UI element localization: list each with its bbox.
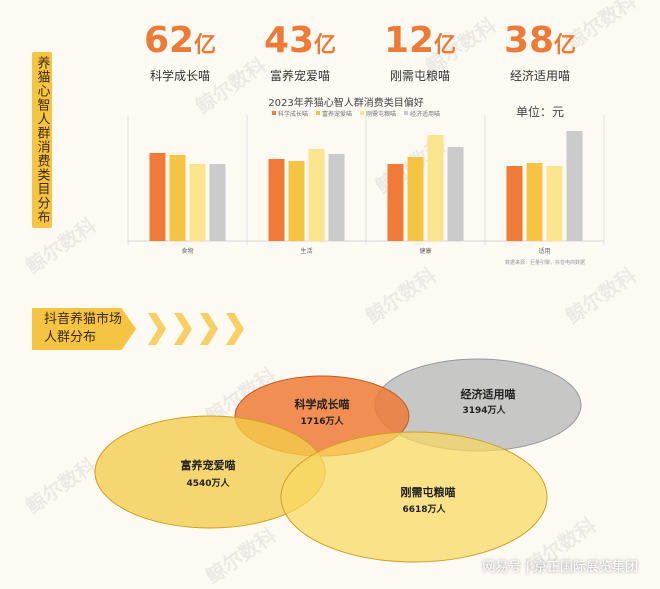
legend-swatch — [360, 111, 364, 115]
chart-x-tick-label: 生活 — [300, 247, 312, 255]
legend-swatch — [272, 111, 276, 115]
footer-credit: 网易号 | 京正国际展览集团 — [482, 560, 638, 575]
chart-bar — [149, 153, 166, 241]
venn-label-gangxu: 刚需屯粮喵 — [401, 485, 456, 499]
legend-label: 经济适用喵 — [410, 110, 440, 118]
chart-title: 2023年养猫心智人群消费类目偏好 — [268, 96, 423, 109]
stat-value-line: 43亿 — [240, 18, 360, 69]
chart-x-tick-label: 适用 — [538, 247, 550, 255]
legend-swatch — [316, 111, 320, 115]
stat-label: 富养宠爱喵 — [269, 69, 330, 83]
venn-value-jingji: 3194万人 — [462, 404, 506, 416]
stat-value-line: 38亿 — [480, 18, 600, 69]
stat-card: 38亿 经济适用喵 — [480, 18, 600, 84]
side-banner-text: 养猫心智人群消费类目分布 — [34, 56, 50, 224]
stat-value-line: 12亿 — [360, 18, 480, 69]
chart-source: 数据来源：巨量引擎，抖音电商数据 — [505, 259, 585, 266]
stat-card: 12亿 刚需屯粮喵 — [360, 18, 480, 84]
venn-label-kexue: 科学成长喵 — [295, 397, 350, 411]
chart-bar — [407, 157, 424, 241]
chart-x-labels: 食物 生活 健康 适用 — [181, 247, 550, 255]
chart-gridlines — [127, 115, 605, 245]
chart-bar — [268, 159, 285, 241]
section-tag-line1: 抖音养猫市场 — [44, 312, 123, 327]
chart-bar — [566, 131, 583, 241]
chart-bar — [506, 166, 523, 241]
stat-value: 12 — [383, 20, 435, 61]
venn-ellipse-gangxu — [280, 431, 548, 563]
section-tag: 抖音养猫市场 人群分布 — [32, 308, 136, 350]
chart-bar — [427, 135, 444, 241]
venn-value-fuyang: 4540万人 — [186, 477, 230, 489]
chart-bar — [447, 147, 464, 241]
stat-card: 43亿 富养宠爱喵 — [240, 18, 360, 84]
chart-x-tick-label: 食物 — [181, 247, 193, 255]
legend-label: 科学成长喵 — [278, 110, 308, 118]
stats-row: 62亿 科学成长喵 43亿 富养宠爱喵 12亿 刚需屯粮喵 38亿 经济适用喵 — [120, 18, 600, 88]
chart-bar — [328, 154, 345, 241]
stat-value: 43 — [263, 20, 315, 61]
stat-card: 62亿 科学成长喵 — [120, 18, 240, 84]
venn-value-gangxu: 6618万人 — [402, 503, 446, 515]
chart-unit-label: 单位：元 — [516, 104, 564, 119]
chart-bar — [546, 166, 563, 241]
chart-bar — [209, 164, 226, 241]
bar-chart: 2023年养猫心智人群消费类目偏好 单位：元 科学成长喵 富养宠爱喵 刚需屯粮喵 经济… — [127, 96, 605, 266]
stat-label: 刚需屯粮喵 — [389, 69, 450, 83]
stat-unit: 亿 — [314, 33, 337, 58]
stat-label: 科学成长喵 — [149, 69, 210, 83]
chart-bar — [387, 164, 404, 241]
legend-label: 富养宠爱喵 — [322, 110, 352, 118]
stat-unit: 亿 — [434, 33, 457, 58]
chart-bar — [308, 149, 325, 241]
side-banner: 养猫心智人群消费类目分布 — [32, 52, 52, 228]
legend-swatch — [404, 111, 408, 115]
legend-label: 刚需屯粮喵 — [366, 110, 396, 118]
chart-bar — [288, 161, 305, 241]
chart-legend: 科学成长喵 富养宠爱喵 刚需屯粮喵 经济适用喵 — [272, 110, 440, 118]
stat-unit: 亿 — [554, 33, 577, 58]
chart-bar — [526, 163, 543, 241]
venn-value-kexue: 1716万人 — [300, 415, 344, 427]
stat-label: 经济适用喵 — [509, 69, 570, 83]
section-tag-line2: 人群分布 — [44, 330, 97, 345]
stat-unit: 亿 — [194, 33, 217, 58]
venn-label-fuyang: 富养宠爱喵 — [181, 458, 236, 472]
chart-bar — [169, 155, 186, 241]
stat-value-line: 62亿 — [120, 18, 240, 69]
chart-bar — [189, 164, 206, 241]
chart-x-tick-label: 健康 — [419, 247, 431, 255]
stat-value: 38 — [503, 20, 555, 61]
chart-bars — [149, 131, 583, 241]
venn-label-jingji: 经济适用喵 — [461, 387, 516, 401]
stat-value: 62 — [143, 20, 195, 61]
